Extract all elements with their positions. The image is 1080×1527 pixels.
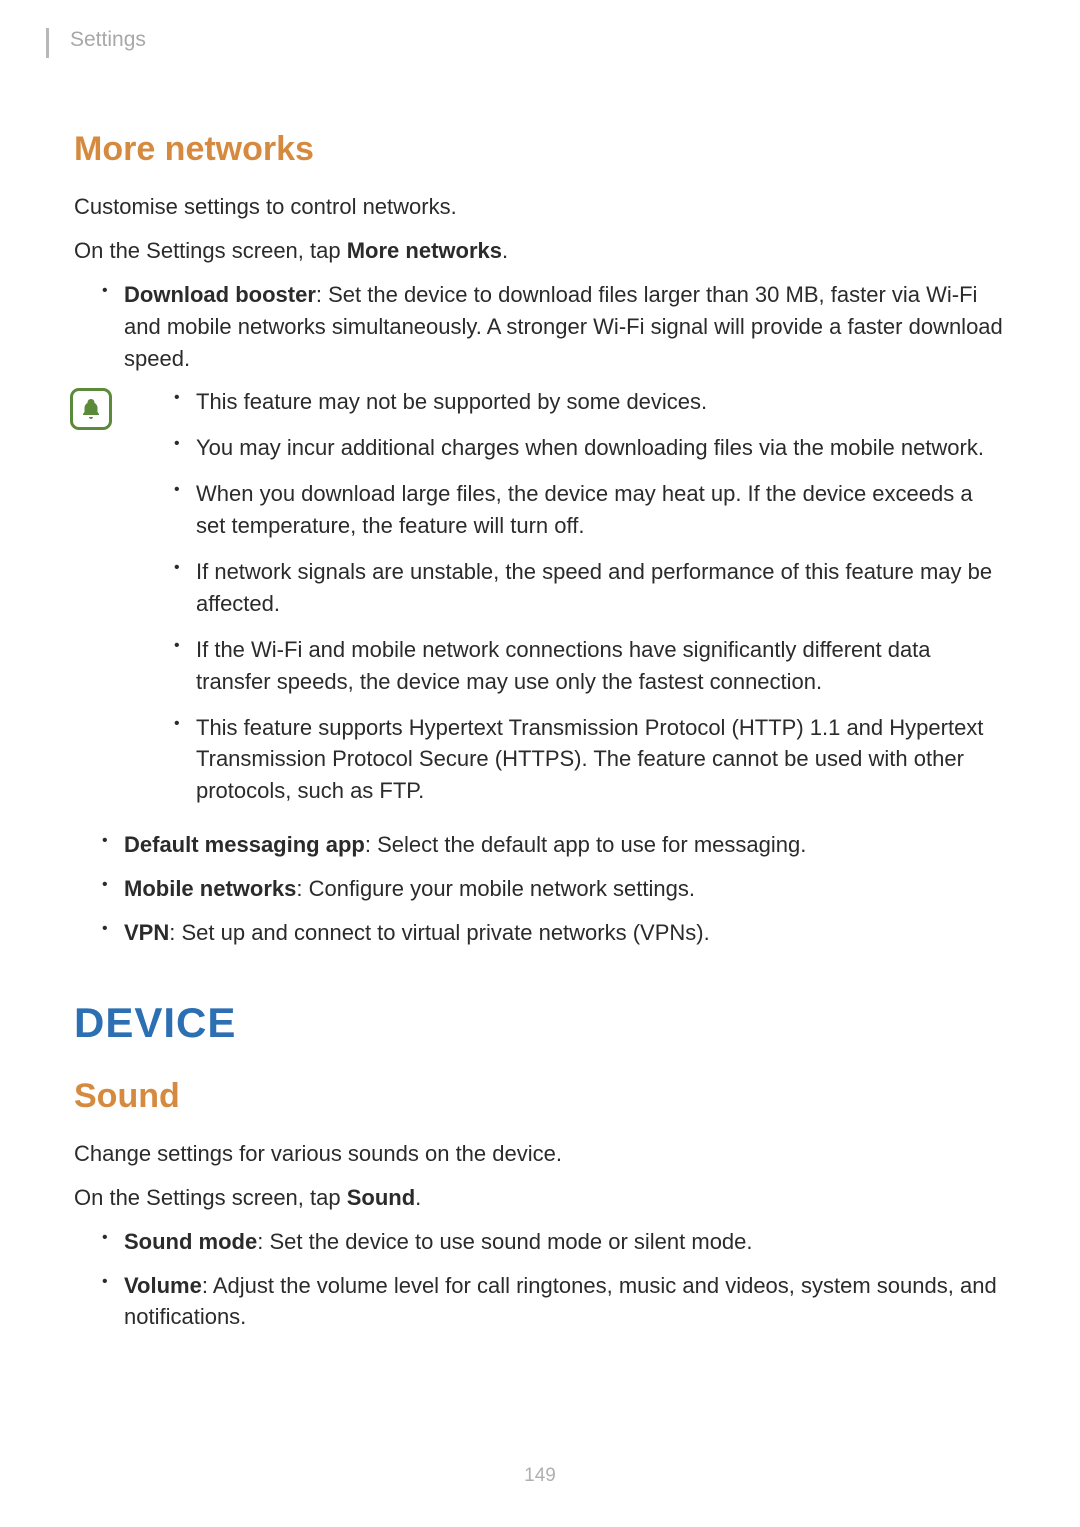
item-text: : Configure your mobile network settings… [296, 876, 695, 901]
item-text: : Set up and connect to virtual private … [169, 920, 709, 945]
item-bold: VPN [124, 920, 169, 945]
bullet-list: Sound mode: Set the device to use sound … [74, 1226, 1006, 1334]
note-item: When you download large files, the devic… [174, 478, 1006, 542]
section-heading-more-networks: More networks [74, 130, 1006, 169]
note-list: This feature may not be supported by som… [126, 386, 1006, 821]
tap-instruction: On the Settings screen, tap More network… [74, 235, 1006, 267]
intro-text: Customise settings to control networks. [74, 191, 1006, 223]
header-divider [46, 28, 49, 58]
tap-bold: Sound [347, 1185, 415, 1210]
section-heading-sound: Sound [74, 1077, 1006, 1116]
breadcrumb: Settings [70, 28, 146, 52]
item-bold: Download booster [124, 282, 316, 307]
list-item: VPN: Set up and connect to virtual priva… [102, 917, 1006, 949]
list-item: Sound mode: Set the device to use sound … [102, 1226, 1006, 1258]
note-item: If network signals are unstable, the spe… [174, 556, 1006, 620]
page-number: 149 [0, 1465, 1080, 1487]
bullet-list: Default messaging app: Select the defaul… [74, 829, 1006, 949]
item-bold: Default messaging app [124, 832, 365, 857]
tap-prefix: On the Settings screen, tap [74, 1185, 347, 1210]
tap-prefix: On the Settings screen, tap [74, 238, 347, 263]
note-item: If the Wi-Fi and mobile network connecti… [174, 634, 1006, 698]
page-content: More networks Customise settings to cont… [70, 130, 1010, 1333]
intro-text: Change settings for various sounds on th… [74, 1138, 1006, 1170]
item-bold: Mobile networks [124, 876, 296, 901]
item-bold: Volume [124, 1273, 202, 1298]
list-item: Default messaging app: Select the defaul… [102, 829, 1006, 861]
bullet-list: Download booster: Set the device to down… [74, 279, 1006, 375]
note-item: This feature supports Hypertext Transmis… [174, 712, 1006, 808]
tap-suffix: . [415, 1185, 421, 1210]
main-heading-device: DEVICE [74, 999, 1006, 1047]
list-item: Download booster: Set the device to down… [102, 279, 1006, 375]
note-item: You may incur additional charges when do… [174, 432, 1006, 464]
tap-suffix: . [502, 238, 508, 263]
note-item: This feature may not be supported by som… [174, 386, 1006, 418]
tap-bold: More networks [347, 238, 502, 263]
note-block: This feature may not be supported by som… [74, 386, 1006, 821]
item-text: : Set the device to use sound mode or si… [257, 1229, 752, 1254]
bell-icon [70, 388, 112, 430]
item-text: : Adjust the volume level for call ringt… [124, 1273, 997, 1330]
list-item: Mobile networks: Configure your mobile n… [102, 873, 1006, 905]
item-bold: Sound mode [124, 1229, 257, 1254]
item-text: : Select the default app to use for mess… [365, 832, 807, 857]
tap-instruction: On the Settings screen, tap Sound. [74, 1182, 1006, 1214]
list-item: Volume: Adjust the volume level for call… [102, 1270, 1006, 1334]
